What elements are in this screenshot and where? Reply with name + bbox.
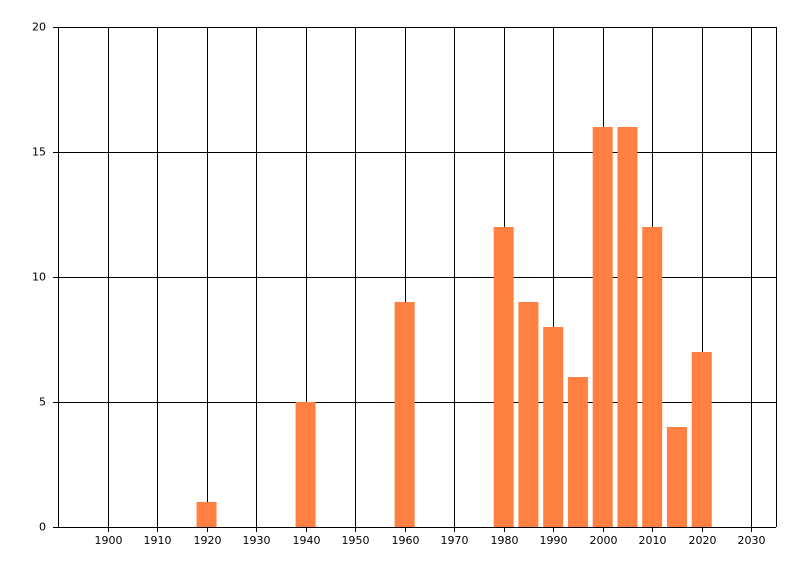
bar bbox=[518, 302, 539, 527]
x-tick-label: 1910 bbox=[144, 534, 172, 547]
x-tick-label: 2000 bbox=[590, 534, 618, 547]
y-tick-label: 15 bbox=[32, 146, 46, 159]
bar bbox=[567, 377, 588, 527]
x-tick-label: 1990 bbox=[540, 534, 568, 547]
bar bbox=[642, 227, 663, 527]
bar bbox=[592, 127, 613, 527]
bar bbox=[196, 502, 217, 527]
x-tick-label: 2030 bbox=[738, 534, 766, 547]
bar bbox=[666, 427, 687, 527]
x-tick-label: 1970 bbox=[441, 534, 469, 547]
bar bbox=[394, 302, 415, 527]
y-tick-label: 5 bbox=[39, 396, 46, 409]
x-tick-label: 1940 bbox=[293, 534, 321, 547]
y-tick-label: 10 bbox=[32, 271, 46, 284]
x-tick-label: 1930 bbox=[243, 534, 271, 547]
x-tick-label: 1920 bbox=[194, 534, 222, 547]
x-tick-label: 1980 bbox=[491, 534, 519, 547]
y-tick-label: 20 bbox=[32, 21, 46, 34]
bar bbox=[493, 227, 514, 527]
x-tick-label: 2010 bbox=[639, 534, 667, 547]
bar bbox=[543, 327, 564, 527]
x-tick-label: 1960 bbox=[392, 534, 420, 547]
x-tick-label: 1900 bbox=[95, 534, 123, 547]
bar bbox=[295, 402, 316, 527]
y-tick-label: 0 bbox=[39, 521, 46, 534]
bar bbox=[617, 127, 638, 527]
x-tick-label: 1950 bbox=[342, 534, 370, 547]
x-tick-label: 2020 bbox=[689, 534, 717, 547]
bar bbox=[691, 352, 712, 527]
